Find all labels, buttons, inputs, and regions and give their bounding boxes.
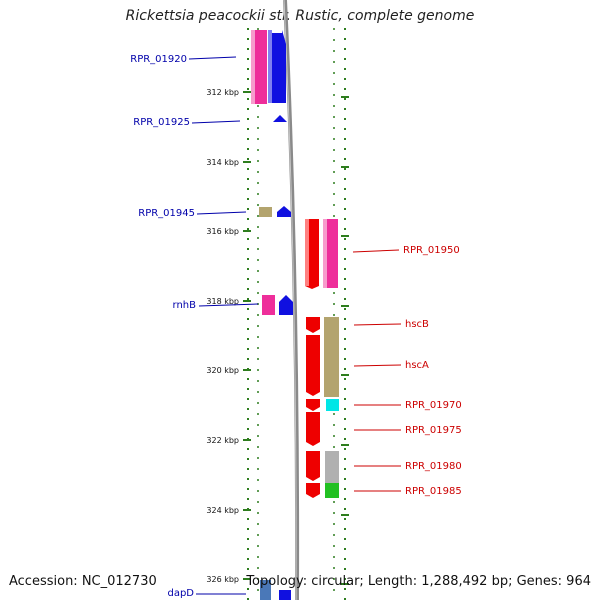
feature-RPR_01980-red <box>306 451 320 481</box>
tick-label: 324 kbp <box>206 506 239 515</box>
feature-RPR_01945-khaki <box>259 207 272 217</box>
accession-text: Accession: NC_012730 <box>9 574 157 589</box>
feature-RPR_01970-red <box>306 399 320 411</box>
tick-label: 318 kbp <box>206 297 239 306</box>
gene-label-right: hscB <box>405 319 429 330</box>
gene-label-left: RPR_01925 <box>133 117 190 128</box>
tick-label: 320 kbp <box>206 366 239 375</box>
feature-dapD-blue <box>279 590 291 600</box>
feature-RPR_01950-pink-highlight <box>323 219 327 288</box>
gene-label-right: RPR_01985 <box>405 486 462 497</box>
genome-backbone <box>283 0 300 600</box>
feature-rnhB-pink <box>262 295 275 315</box>
feature-hscA-red <box>306 335 320 396</box>
feature-dapD-steel <box>260 580 271 600</box>
gene-label-left: RPR_01920 <box>130 54 187 65</box>
gene-label-left: RPR_01945 <box>138 208 195 219</box>
tick-label: 316 kbp <box>206 227 239 236</box>
right-features <box>305 219 339 498</box>
genome-summary-text: Topology: circular; Length: 1,288,492 bp… <box>246 574 591 589</box>
genome-backbone-highlight <box>283 0 297 600</box>
feature-RPR_01985-red <box>306 483 320 498</box>
gene-label-right: RPR_01975 <box>405 425 462 436</box>
left-features <box>251 30 293 600</box>
gene-label-left: rnhB <box>173 300 197 311</box>
feature-rnhB-arrow <box>279 295 293 315</box>
feature-RPR_01925-arrow <box>273 115 287 122</box>
gene-label-right: RPR_01950 <box>403 245 460 256</box>
feature-RPR_01980-gray <box>325 451 339 483</box>
callouts <box>188 56 402 595</box>
feature-RPR_01945-arrow <box>277 206 291 217</box>
tick-label: 312 kbp <box>206 88 239 97</box>
tick-group: 312 kbp 314 kbp 316 kbp 318 kbp 320 kbp 322 k… <box>206 88 349 585</box>
feature-hscB-red <box>306 317 320 333</box>
tick-label: 322 kbp <box>206 436 239 445</box>
feature-RPR_01970-cyan <box>326 399 339 411</box>
feature-RPR_01920-blue <box>268 30 286 103</box>
gene-labels: RPR_01920 RPR_01925 RPR_01945 rnhB dapD … <box>130 54 462 599</box>
map-title: Rickettsia peacockii str. Rustic, comple… <box>125 8 475 24</box>
tick-columns <box>247 28 346 600</box>
feature-RPR_01975-red <box>306 412 320 446</box>
feature-RPR_01920-blue-highlight <box>268 30 272 103</box>
feature-RPR_01950-red-highlight <box>305 219 309 286</box>
gene-label-right: RPR_01970 <box>405 400 462 411</box>
gene-label-right: RPR_01980 <box>405 461 462 472</box>
tick-label: 314 kbp <box>206 158 239 167</box>
feature-RPR_01920-pink-highlight <box>251 30 255 104</box>
gene-label-right: hscA <box>405 360 429 371</box>
feature-RPR_01985-green <box>325 483 339 498</box>
feature-hscB-khaki <box>324 317 339 397</box>
tick-label: 326 kbp <box>206 575 239 584</box>
gene-label-left: dapD <box>167 588 194 599</box>
